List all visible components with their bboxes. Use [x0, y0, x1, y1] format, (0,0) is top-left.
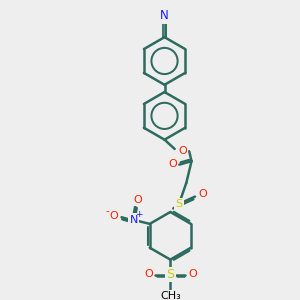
Text: O: O [133, 195, 142, 205]
Text: N: N [160, 10, 169, 22]
Text: N: N [130, 214, 138, 224]
Text: O: O [188, 269, 197, 279]
Text: O: O [178, 146, 187, 156]
Text: O: O [169, 159, 177, 169]
Text: O: O [144, 269, 153, 279]
Text: O: O [109, 211, 118, 221]
Text: S: S [166, 268, 174, 281]
Text: +: + [135, 210, 143, 219]
Text: S: S [176, 199, 183, 209]
Text: O: O [198, 189, 207, 199]
Text: CH₃: CH₃ [160, 291, 181, 300]
Text: -: - [106, 206, 110, 216]
